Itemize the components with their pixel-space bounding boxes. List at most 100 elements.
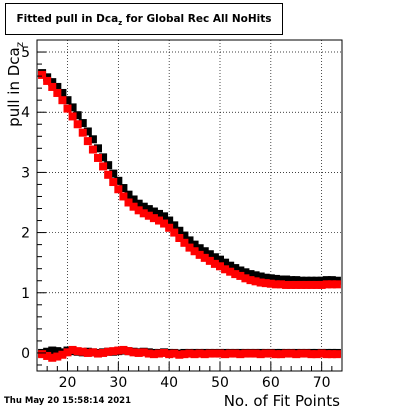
timestamp: Thu May 20 15:58:14 2021	[4, 396, 131, 406]
data-point	[231, 270, 240, 279]
data-point	[221, 258, 230, 267]
data-point	[317, 349, 326, 358]
data-point	[327, 276, 336, 285]
x-tick-label: 30	[109, 375, 127, 391]
data-point	[185, 243, 194, 252]
data-point	[231, 349, 240, 358]
x-tick-label: 70	[313, 375, 331, 391]
data-point	[266, 349, 275, 358]
data-point	[246, 270, 255, 279]
data-point	[297, 276, 306, 285]
data-point	[277, 350, 285, 359]
data-point	[332, 280, 341, 289]
data-point	[63, 104, 72, 113]
data-point	[58, 96, 67, 105]
data-point	[226, 261, 235, 270]
data-point	[139, 209, 148, 218]
data-point	[149, 350, 158, 359]
y-tick-label: 2	[21, 226, 30, 242]
data-point	[94, 153, 102, 162]
data-point	[251, 277, 260, 286]
data-point	[307, 350, 316, 359]
data-point	[124, 347, 133, 356]
data-point	[292, 276, 301, 285]
data-point	[48, 353, 57, 362]
data-point	[43, 351, 52, 360]
data-point	[241, 268, 250, 277]
data-point	[271, 280, 280, 289]
data-point	[63, 348, 72, 357]
data-point	[205, 256, 214, 265]
data-point	[78, 347, 87, 356]
data-point	[261, 279, 270, 288]
data-point	[83, 348, 92, 357]
data-point	[175, 226, 184, 235]
data-point	[302, 276, 311, 285]
data-point	[144, 205, 153, 214]
data-point	[88, 145, 97, 154]
data-point	[282, 280, 291, 289]
data-point	[216, 255, 224, 264]
data-point	[195, 244, 204, 253]
data-point	[226, 267, 235, 276]
data-point	[53, 352, 62, 361]
data-point	[322, 276, 331, 285]
data-point	[180, 238, 189, 247]
data-point	[302, 349, 311, 358]
x-tick-label: 20	[59, 375, 77, 391]
data-point	[53, 82, 62, 91]
data-point	[236, 350, 245, 359]
data-point	[104, 347, 113, 356]
data-point	[48, 346, 57, 355]
data-point	[48, 78, 57, 87]
tick-labels: 20 30 40 50 60 70 0 1 2 3 4 5	[21, 45, 331, 391]
plot-frame	[36, 39, 343, 372]
y-tick-label: 5	[21, 45, 30, 61]
data-point	[332, 350, 341, 359]
data-point	[221, 265, 230, 274]
data-point	[129, 202, 138, 211]
data-point	[226, 349, 235, 358]
data-point	[68, 345, 77, 354]
data-point	[119, 192, 128, 201]
data-point	[43, 76, 52, 85]
data-point	[246, 349, 255, 358]
chart-title: Fitted pull in Dcaz for Global Rec All N…	[16, 13, 271, 27]
data-point	[170, 221, 179, 230]
data-point	[277, 280, 285, 289]
data-point	[99, 162, 108, 171]
data-point	[317, 276, 326, 285]
data-point	[144, 349, 153, 358]
data-point	[155, 349, 163, 358]
chart-title-box: Fitted pull in Dcaz for Global Rec All N…	[5, 3, 283, 35]
data-point	[200, 247, 209, 256]
data-point	[241, 349, 250, 358]
data-point	[297, 349, 306, 358]
data-point	[134, 199, 143, 208]
data-point	[160, 348, 169, 357]
data-point	[165, 216, 174, 225]
data-point	[210, 259, 219, 268]
data-point	[78, 119, 87, 128]
data-point	[200, 350, 209, 359]
data-point	[236, 271, 245, 280]
data-point	[109, 169, 118, 178]
data-point	[180, 231, 189, 240]
data-point	[287, 280, 296, 289]
data-point	[175, 233, 184, 242]
data-point	[83, 127, 92, 136]
data-point	[261, 273, 270, 282]
data-point	[256, 278, 265, 287]
data-point	[251, 271, 260, 280]
data-point	[251, 349, 260, 358]
data-point	[200, 253, 209, 262]
data-point	[109, 178, 118, 187]
data-point	[210, 349, 219, 358]
data-point	[165, 350, 174, 359]
data-point	[129, 195, 138, 204]
data-point	[216, 349, 224, 358]
data-point	[99, 153, 108, 162]
y-tick-label: 3	[21, 165, 30, 181]
data-point	[68, 112, 77, 121]
